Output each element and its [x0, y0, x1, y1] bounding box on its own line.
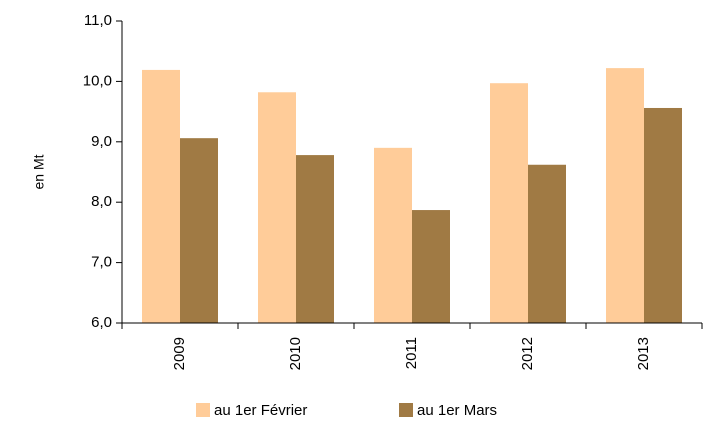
bar	[644, 107, 682, 323]
x-tick-label: 2011	[403, 337, 420, 369]
x-tick-label: 2012	[519, 337, 536, 370]
bar	[606, 68, 644, 323]
y-axis-label: en Mt	[31, 154, 47, 189]
bar	[296, 155, 334, 323]
legend-label: au 1er Février	[214, 402, 307, 419]
bar	[180, 138, 218, 323]
bar	[258, 92, 296, 323]
x-tick-label: 2013	[635, 337, 652, 370]
y-tick-label: 7,0	[91, 254, 112, 271]
y-tick-label: 9,0	[91, 133, 112, 150]
bar	[142, 69, 180, 323]
bar	[528, 164, 566, 323]
y-tick-label: 11,0	[84, 12, 112, 29]
legend-swatch	[399, 403, 413, 417]
bar	[490, 83, 528, 323]
y-tick-label: 8,0	[91, 193, 112, 210]
legend-label: au 1er Mars	[417, 402, 497, 419]
y-tick-label: 10,0	[83, 72, 112, 89]
y-tick-label: 6,0	[91, 314, 112, 331]
bar	[374, 147, 412, 323]
legend-swatch	[196, 403, 210, 417]
bar	[412, 210, 450, 323]
x-tick-label: 2010	[287, 337, 304, 370]
x-tick-label: 2009	[171, 337, 188, 370]
